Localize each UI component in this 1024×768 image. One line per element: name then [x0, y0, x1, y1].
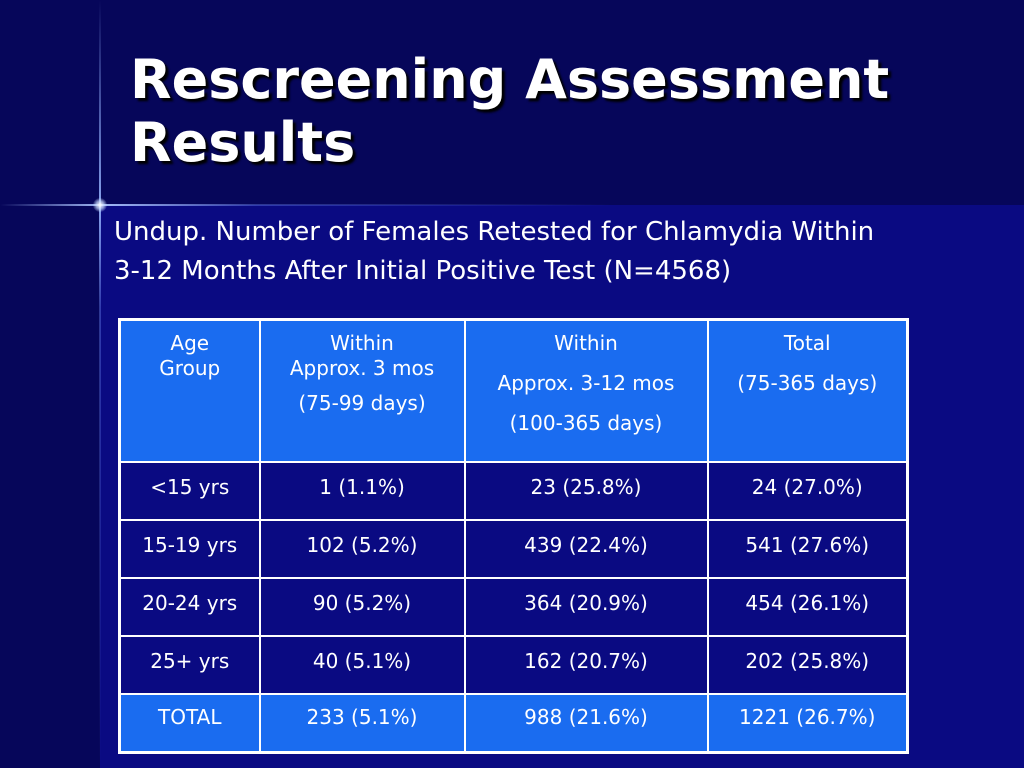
- table-row: 20-24 yrs 90 (5.2%) 364 (20.9%) 454 (26.…: [118, 577, 909, 637]
- header-text: (75-365 days): [737, 371, 878, 395]
- table-cell: TOTAL: [118, 693, 261, 754]
- table-row: <15 yrs 1 (1.1%) 23 (25.8%) 24 (27.0%): [118, 461, 909, 521]
- header-cell-age-group: Age Group: [118, 318, 261, 463]
- slide-subtitle-line-1: Undup. Number of Females Retested for Ch…: [114, 217, 875, 247]
- header-text: Group: [159, 356, 221, 380]
- table-cell: 40 (5.1%): [258, 635, 466, 695]
- header-cell-within-3-mos: Within Approx. 3 mos (75-99 days): [258, 318, 466, 463]
- table-cell: 162 (20.7%): [463, 635, 709, 695]
- table-cell: 988 (21.6%): [463, 693, 709, 754]
- horizontal-accent-line: [0, 204, 1024, 206]
- header-text: (75-99 days): [298, 391, 426, 415]
- slide-subtitle-line-2: 3-12 Months After Initial Positive Test …: [114, 256, 732, 286]
- table-cell: 541 (27.6%): [706, 519, 909, 579]
- table-header-row: Age Group Within Approx. 3 mos (75-99 da…: [118, 318, 909, 463]
- table-cell: 24 (27.0%): [706, 461, 909, 521]
- table-cell: 364 (20.9%): [463, 577, 709, 637]
- table-cell: 233 (5.1%): [258, 693, 466, 754]
- header-text: Age: [170, 331, 210, 355]
- header-text: Approx. 3-12 mos: [497, 371, 675, 395]
- slide-title-line-1: Rescreening Assessment: [130, 48, 890, 111]
- table-row: 15-19 yrs 102 (5.2%) 439 (22.4%) 541 (27…: [118, 519, 909, 579]
- header-text: Within: [554, 331, 618, 355]
- vertical-accent-line: [99, 0, 101, 768]
- slide-subtitle: Undup. Number of Females Retested for Ch…: [114, 213, 1014, 291]
- header-text: Within: [330, 331, 394, 355]
- slide-title-line-2: Results: [130, 111, 356, 174]
- table-total-row: TOTAL 233 (5.1%) 988 (21.6%) 1221 (26.7%…: [118, 693, 909, 754]
- header-text: (100-365 days): [509, 411, 663, 435]
- table-cell: 102 (5.2%): [258, 519, 466, 579]
- table-cell: 202 (25.8%): [706, 635, 909, 695]
- table-cell: 20-24 yrs: [118, 577, 261, 637]
- title-band: [0, 0, 1024, 205]
- header-cell-within-3-12-mos: Within Approx. 3-12 mos (100-365 days): [463, 318, 709, 463]
- table-cell: <15 yrs: [118, 461, 261, 521]
- sparkle-decoration: [93, 198, 107, 212]
- results-table: Age Group Within Approx. 3 mos (75-99 da…: [118, 318, 909, 754]
- table-cell: 454 (26.1%): [706, 577, 909, 637]
- table-cell: 439 (22.4%): [463, 519, 709, 579]
- table-cell: 1221 (26.7%): [706, 693, 909, 754]
- table-cell: 25+ yrs: [118, 635, 261, 695]
- table-cell: 23 (25.8%): [463, 461, 709, 521]
- header-text: Approx. 3 mos: [289, 356, 435, 380]
- table-cell: 90 (5.2%): [258, 577, 466, 637]
- table-row: 25+ yrs 40 (5.1%) 162 (20.7%) 202 (25.8%…: [118, 635, 909, 695]
- table-cell: 15-19 yrs: [118, 519, 261, 579]
- header-text: Total: [783, 331, 831, 355]
- left-band: [0, 205, 100, 768]
- table-cell: 1 (1.1%): [258, 461, 466, 521]
- slide-title: Rescreening Assessment Results: [130, 48, 990, 174]
- header-cell-total: Total (75-365 days): [706, 318, 909, 463]
